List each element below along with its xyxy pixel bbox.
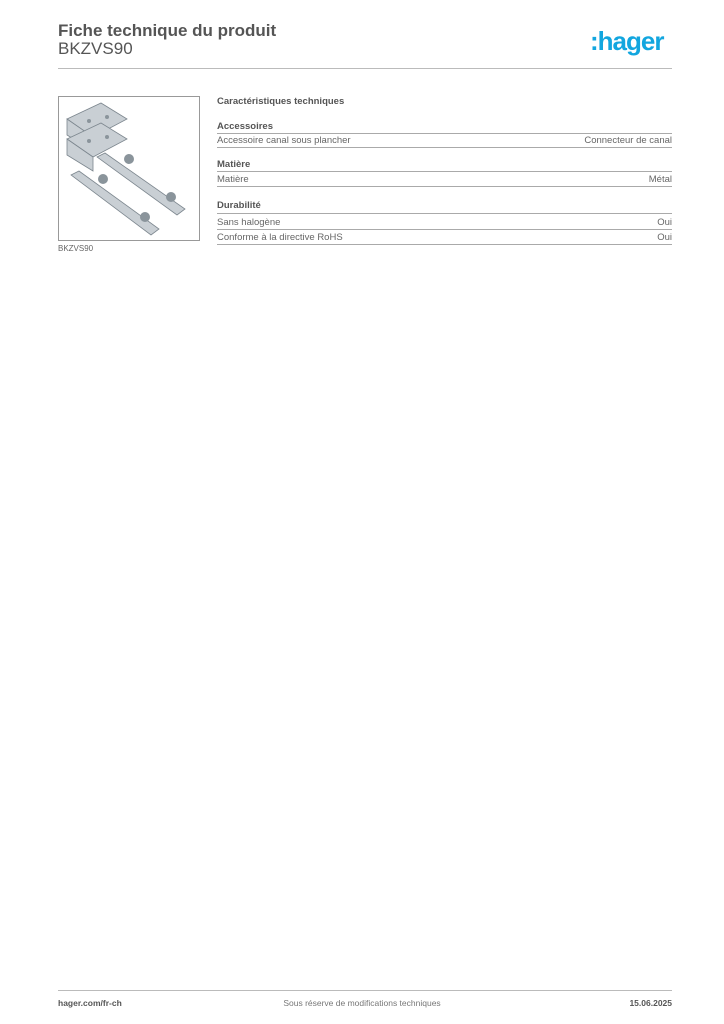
divider (217, 213, 672, 214)
spec-value: Métal (648, 174, 672, 185)
divider (217, 244, 672, 245)
footer-website-link[interactable]: hager.com/fr-ch (58, 998, 122, 1008)
spec-row: Matière Métal (217, 174, 672, 185)
divider (217, 171, 672, 172)
spec-label: Accessoire canal sous plancher (217, 135, 351, 146)
page-title: Fiche technique du produit (58, 21, 277, 40)
divider (217, 147, 672, 148)
section-title-durabilite: Durabilité (217, 200, 261, 211)
specs-heading: Caractéristiques techniques (217, 96, 345, 107)
divider (217, 186, 672, 187)
product-code: BKZVS90 (58, 39, 133, 58)
spec-row: Sans halogène Oui (217, 217, 672, 228)
footer-divider (58, 990, 672, 991)
spec-label: Conforme à la directive RoHS (217, 232, 343, 243)
spec-value: Oui (657, 217, 672, 228)
image-caption: BKZVS90 (58, 244, 94, 253)
footer-disclaimer: Sous réserve de modifications techniques (283, 998, 441, 1008)
spec-value: Oui (657, 232, 672, 243)
divider (217, 229, 672, 230)
hager-logo: :hager (590, 26, 664, 56)
footer-date: 15.06.2025 (629, 998, 672, 1008)
section-title-accessoires: Accessoires (217, 121, 273, 132)
spec-label: Matière (217, 174, 249, 185)
product-image (58, 96, 200, 241)
divider (217, 133, 672, 134)
spec-row: Conforme à la directive RoHS Oui (217, 232, 672, 243)
spec-row: Accessoire canal sous plancher Connecteu… (217, 135, 672, 146)
section-title-matiere: Matière (217, 159, 251, 170)
header-divider (58, 68, 672, 69)
spec-value: Connecteur de canal (584, 135, 672, 146)
spec-label: Sans halogène (217, 217, 281, 228)
